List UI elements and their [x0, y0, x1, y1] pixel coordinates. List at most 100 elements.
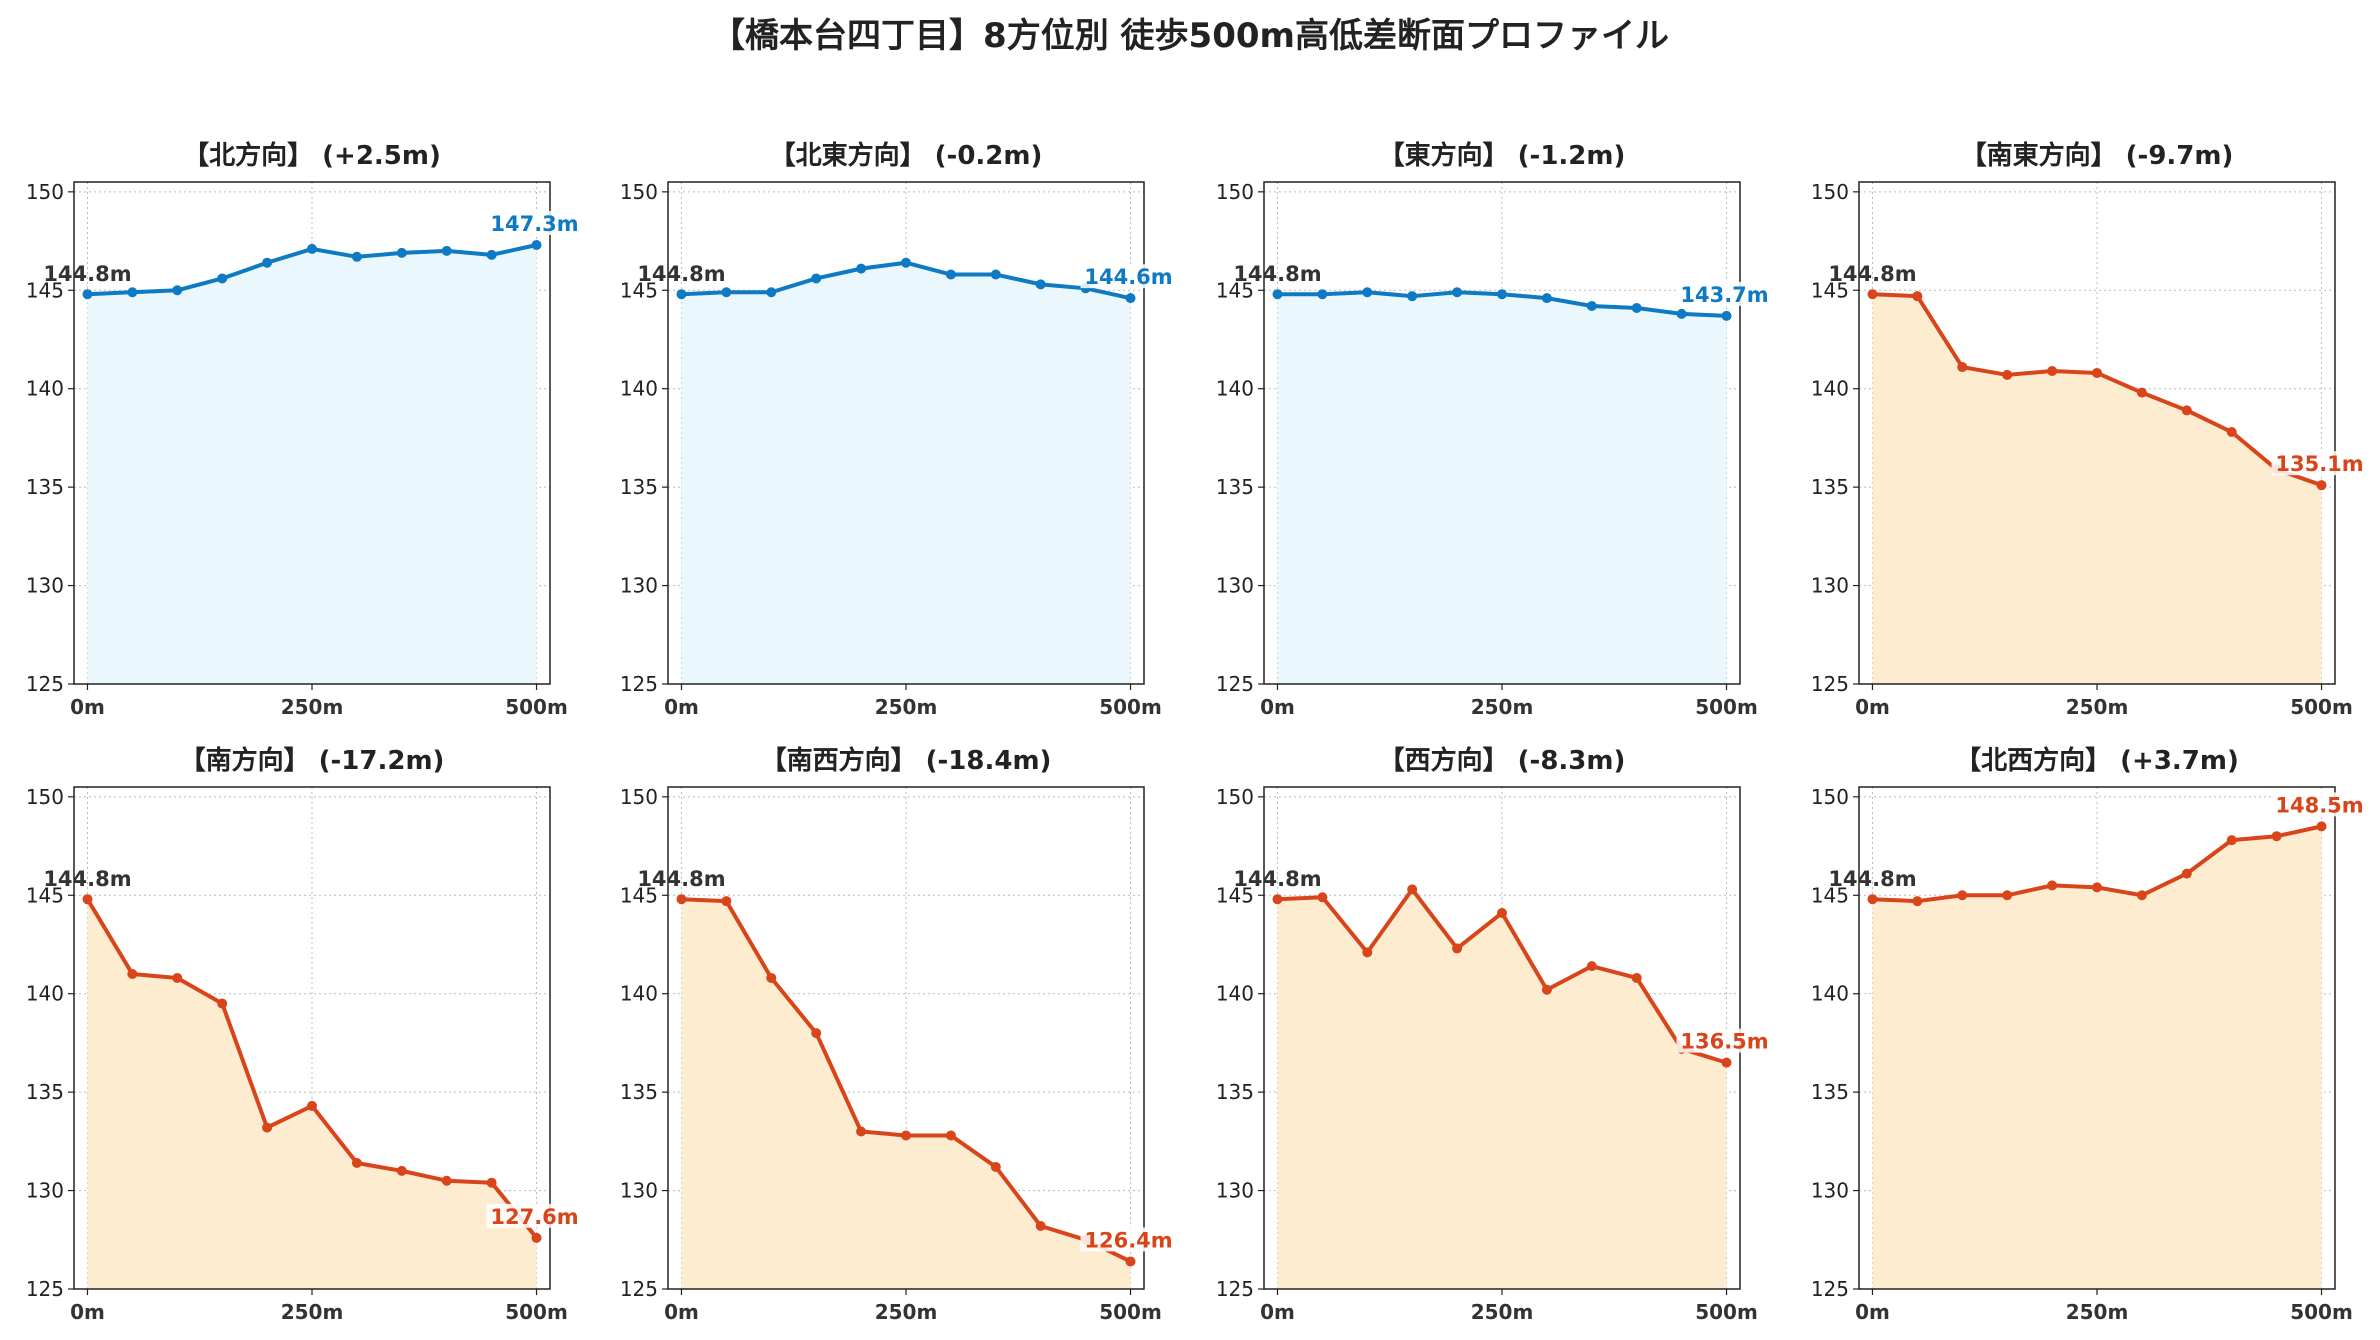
data-point: [1721, 1057, 1732, 1068]
area-fill: [87, 244, 537, 684]
ytick-label: 135: [1811, 475, 1849, 499]
end-label-box: [2271, 451, 2368, 476]
area-fill: [1872, 294, 2322, 684]
ytick-label: 145: [1216, 883, 1254, 907]
ytick-label: 150: [1811, 785, 1849, 809]
data-point: [2316, 480, 2327, 491]
ytick-label: 150: [620, 785, 658, 809]
xtick-label: 500m: [2290, 695, 2353, 719]
subplot-title: 【南西方向】 (-18.4m): [761, 745, 1052, 776]
data-point: [307, 1100, 317, 1111]
data-point: [396, 1165, 407, 1176]
end-label: 135.1m: [2275, 452, 2363, 476]
data-point: [1452, 287, 1463, 298]
start-label: 144.8m: [637, 262, 725, 286]
data-point: [721, 896, 732, 907]
xtick-label: 0m: [664, 695, 699, 719]
xtick-label: 0m: [1260, 695, 1295, 719]
end-label: 136.5m: [1680, 1030, 1768, 1054]
data-point: [351, 1158, 362, 1169]
data-point: [531, 1232, 542, 1243]
data-point: [1631, 972, 1642, 983]
data-point: [127, 287, 138, 298]
data-point: [811, 273, 822, 284]
subplot-title: 【南東方向】 (-9.7m): [1961, 140, 2234, 171]
data-point: [1912, 291, 1923, 302]
ytick-label: 140: [620, 982, 658, 1006]
subplot-title: 【東方向】 (-1.2m): [1379, 140, 1626, 171]
data-point: [217, 273, 228, 284]
start-label: 144.8m: [1828, 867, 1916, 891]
data-point: [2092, 882, 2102, 893]
data-point: [1272, 289, 1283, 300]
subplot-7: 【北西方向】 (+3.7m) 125 130 135 140 145 150 0m 250m 50…: [1811, 745, 2368, 1324]
ytick-label: 125: [26, 672, 64, 696]
data-point: [396, 247, 407, 258]
data-point: [1497, 289, 1507, 300]
ytick-label: 140: [1811, 377, 1849, 401]
start-label: 144.8m: [1828, 262, 1916, 286]
figure-title: 【橋本台四丁目】8方位別 徒歩500m高低差断面プロファイル: [711, 16, 1669, 56]
area-fill: [1872, 826, 2322, 1289]
subplot-title: 【北方向】 (+2.5m): [183, 140, 441, 171]
xtick-label: 250m: [2066, 1300, 2129, 1324]
xtick-label: 0m: [1855, 695, 1890, 719]
data-point: [1317, 892, 1328, 903]
data-point: [1867, 894, 1878, 905]
xtick-label: 250m: [875, 1300, 938, 1324]
end-label: 143.7m: [1680, 283, 1768, 307]
data-point: [2226, 835, 2237, 846]
data-point: [2092, 367, 2102, 378]
subplot-4: 【南方向】 (-17.2m) 125 130 135 140 145 150 0m 250m 50…: [26, 745, 583, 1324]
subplot-6: 【西方向】 (-8.3m) 125 130 135 140 145 150 0m 250m 500…: [1216, 745, 1773, 1324]
ytick-label: 135: [620, 475, 658, 499]
data-point: [811, 1028, 822, 1039]
ytick-label: 145: [1216, 278, 1254, 302]
ytick-label: 130: [1216, 1179, 1254, 1203]
data-point: [945, 1130, 956, 1141]
ytick-label: 140: [26, 982, 64, 1006]
ytick-label: 140: [1216, 377, 1254, 401]
ytick-label: 130: [620, 574, 658, 598]
area-fill: [681, 262, 1131, 684]
end-label-box: [486, 210, 583, 235]
end-label: 126.4m: [1084, 1228, 1172, 1252]
area-fill: [1277, 292, 1727, 684]
data-point: [1407, 291, 1418, 302]
end-label-box: [1080, 264, 1177, 289]
ytick-label: 145: [1811, 278, 1849, 302]
subplot-title: 【西方向】 (-8.3m): [1379, 745, 1626, 776]
data-point: [262, 257, 273, 268]
data-point: [1541, 293, 1552, 304]
data-point: [676, 289, 687, 300]
ytick-label: 145: [620, 278, 658, 302]
data-point: [2271, 831, 2282, 842]
ytick-label: 150: [620, 180, 658, 204]
ytick-label: 125: [1811, 672, 1849, 696]
data-point: [1362, 287, 1373, 298]
data-point: [1631, 302, 1642, 313]
subplot-0: 【北方向】 (+2.5m) 125 130 135 140 145 150 0m 250m 500…: [26, 140, 583, 719]
data-point: [1721, 310, 1732, 321]
start-label: 144.8m: [1233, 262, 1321, 286]
area-fill: [681, 899, 1131, 1289]
data-point: [82, 289, 93, 300]
ytick-label: 145: [620, 883, 658, 907]
ytick-label: 125: [1216, 672, 1254, 696]
data-point: [990, 269, 1001, 280]
data-point: [262, 1122, 273, 1133]
ytick-label: 140: [620, 377, 658, 401]
data-point: [307, 243, 317, 254]
subplot-title: 【北西方向】 (+3.7m): [1955, 745, 2239, 776]
xtick-label: 500m: [505, 695, 568, 719]
data-point: [2002, 890, 2013, 901]
ytick-label: 130: [1811, 574, 1849, 598]
end-label: 147.3m: [490, 212, 578, 236]
end-label: 144.6m: [1084, 265, 1172, 289]
end-label-box: [1676, 281, 1773, 306]
ytick-label: 125: [620, 672, 658, 696]
ytick-label: 145: [26, 278, 64, 302]
area-fill: [87, 899, 537, 1289]
data-point: [531, 239, 542, 250]
